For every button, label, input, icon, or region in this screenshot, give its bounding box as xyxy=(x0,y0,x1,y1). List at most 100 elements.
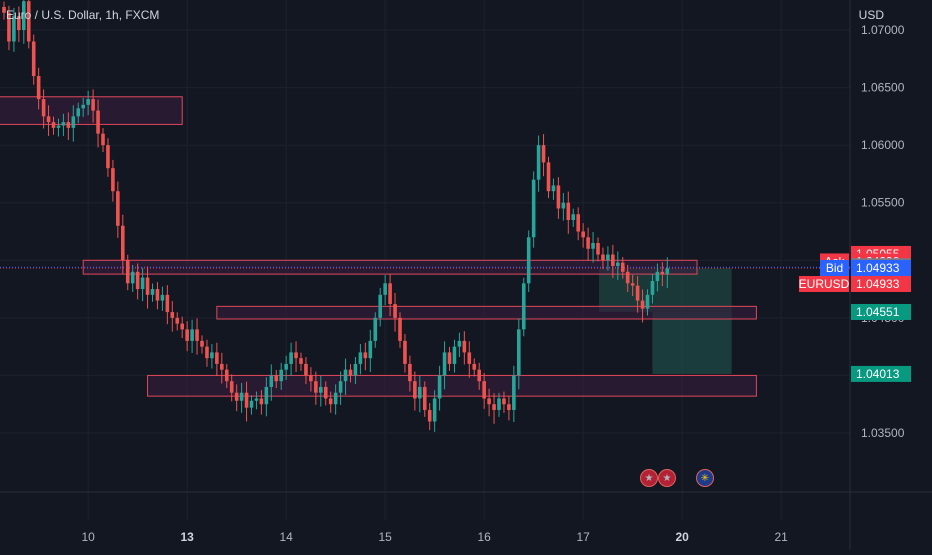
candle-body xyxy=(348,369,353,376)
candle-body xyxy=(155,289,160,301)
y-tick-label: 1.06500 xyxy=(861,81,905,95)
candle-body xyxy=(581,231,585,238)
candle-body xyxy=(215,352,219,364)
y-tick-label: 1.05500 xyxy=(861,196,905,210)
candle-body xyxy=(655,271,660,282)
candle-body xyxy=(561,202,566,209)
candle-body xyxy=(403,340,407,364)
candle-body xyxy=(482,381,486,399)
price-label: 1.04551 xyxy=(856,305,900,319)
candle-body xyxy=(294,352,298,359)
candle-body xyxy=(135,271,140,290)
candle-body xyxy=(269,375,274,387)
candle-body xyxy=(111,168,115,192)
candle-body xyxy=(81,104,85,109)
eu-flag-icon[interactable]: ✳ xyxy=(696,469,714,487)
candle-body xyxy=(7,12,11,42)
candle-body xyxy=(210,352,214,359)
us-flag-icon[interactable]: ★ xyxy=(640,469,658,487)
supply-demand-zone xyxy=(0,96,183,125)
candle-body xyxy=(546,162,551,192)
candle-body xyxy=(76,108,81,117)
price-tag-bg xyxy=(820,260,849,277)
candle-body xyxy=(220,363,224,370)
candle-body xyxy=(625,271,630,284)
candle-body xyxy=(185,329,189,341)
candle-body xyxy=(462,340,467,353)
y-tick-label: 1.03500 xyxy=(861,426,905,440)
candle-body xyxy=(150,289,155,295)
x-tick-label: 13 xyxy=(180,530,194,544)
chart-title[interactable]: Euro / U.S. Dollar, 1h, FXCM xyxy=(6,8,160,22)
currency-label[interactable]: USD xyxy=(858,8,884,22)
candle-body xyxy=(170,312,175,318)
candle-body xyxy=(526,237,531,284)
candle-body xyxy=(289,352,293,364)
candle-body xyxy=(437,375,442,399)
candle-body xyxy=(422,386,427,410)
price-label-bg xyxy=(851,365,911,382)
candle-body xyxy=(517,329,521,376)
candle-body xyxy=(323,386,328,399)
candle-body xyxy=(239,392,244,401)
candle-body xyxy=(551,185,556,192)
candle-body xyxy=(333,392,338,405)
candle-body xyxy=(190,329,194,341)
candle-body xyxy=(180,323,184,330)
price-label: 1.04933 xyxy=(856,277,900,291)
us-flag-icon[interactable]: ★ xyxy=(658,469,676,487)
candle-body xyxy=(274,375,279,382)
candle-body xyxy=(101,133,105,146)
candle-body xyxy=(140,277,145,290)
candle-body xyxy=(442,352,447,376)
candle-body xyxy=(571,214,576,220)
candle-body xyxy=(121,225,125,261)
candle-body xyxy=(26,1,31,42)
candle-body xyxy=(51,122,56,128)
candle-body xyxy=(363,352,368,359)
candle-body xyxy=(309,375,313,382)
candle-body xyxy=(452,346,457,364)
x-tick-label: 17 xyxy=(576,530,590,544)
candle-body xyxy=(591,243,595,249)
candle-body xyxy=(601,254,605,261)
candle-body xyxy=(56,125,61,128)
x-tick-label: 10 xyxy=(81,530,95,544)
price-label: 1.04933 xyxy=(856,261,900,275)
candle-body xyxy=(86,99,90,105)
candle-body xyxy=(328,398,333,405)
candle-body xyxy=(576,214,580,232)
candle-body xyxy=(96,110,100,134)
candle-body xyxy=(175,317,180,324)
candle-body xyxy=(472,363,477,370)
candle-body xyxy=(398,317,402,341)
x-tick-label: 21 xyxy=(774,530,788,544)
candle-body xyxy=(314,381,318,393)
candle-body xyxy=(492,404,496,410)
candle-body xyxy=(46,116,51,123)
candle-body xyxy=(507,404,511,410)
price-label: 1.04013 xyxy=(856,367,900,381)
candle-body xyxy=(61,122,66,126)
candle-body xyxy=(635,285,640,301)
candle-body xyxy=(130,271,135,284)
candle-body xyxy=(586,237,590,249)
candle-body xyxy=(145,277,150,295)
candle-body xyxy=(165,294,170,313)
candle-body xyxy=(487,398,491,405)
candle-body xyxy=(432,398,437,422)
candle-body xyxy=(254,398,259,401)
candle-body xyxy=(343,369,348,382)
candle-body xyxy=(224,369,229,382)
candle-body xyxy=(279,369,283,382)
candle-body xyxy=(408,363,412,382)
candle-body xyxy=(304,363,308,376)
target-zone-2 xyxy=(652,311,732,374)
candle-body xyxy=(234,392,239,401)
candle-body xyxy=(200,340,204,347)
candle-body xyxy=(665,268,670,275)
candle-body xyxy=(447,352,452,364)
price-tag-bg xyxy=(799,276,849,293)
